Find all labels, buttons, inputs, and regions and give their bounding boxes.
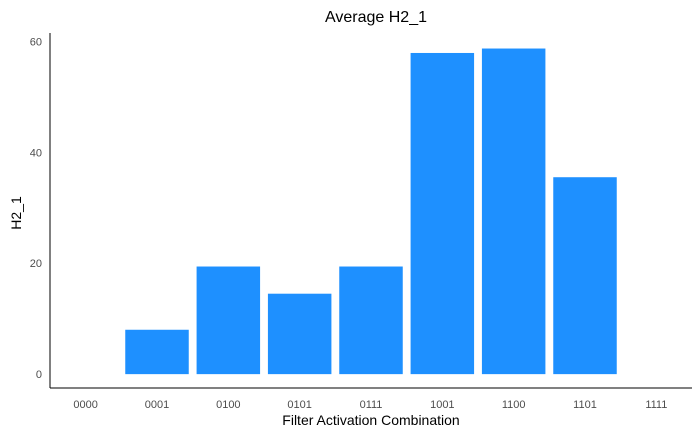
bar-0111 bbox=[339, 266, 403, 375]
x-tick-label: 1100 bbox=[502, 399, 526, 411]
y-axis-ticks: 0 20 40 60 bbox=[30, 36, 42, 381]
bar-1001 bbox=[410, 52, 475, 375]
y-tick-label: 0 bbox=[36, 369, 42, 381]
bar-0101 bbox=[267, 293, 332, 375]
y-tick-label: 40 bbox=[30, 147, 42, 159]
y-tick-label: 60 bbox=[30, 36, 42, 48]
y-axis-label: H2_1 bbox=[8, 196, 24, 230]
chart-title: Average H2_1 bbox=[325, 9, 427, 26]
bar-0001 bbox=[125, 329, 189, 375]
bar-1101 bbox=[553, 177, 617, 375]
x-tick-label: 0001 bbox=[145, 399, 169, 411]
bar-0100 bbox=[196, 266, 261, 375]
bar-1100 bbox=[481, 48, 546, 375]
x-tick-label: 0101 bbox=[287, 399, 311, 411]
x-tick-label: 1001 bbox=[430, 399, 454, 411]
x-tick-label: 1111 bbox=[645, 399, 667, 411]
x-tick-label: 1101 bbox=[573, 399, 597, 411]
x-axis-ticks: 0000 0001 0100 0101 0111 1001 1100 1101 1111 bbox=[73, 399, 667, 411]
x-tick-label: 0000 bbox=[73, 399, 97, 411]
x-tick-label: 0111 bbox=[360, 399, 383, 411]
x-tick-label: 0100 bbox=[216, 399, 240, 411]
bars-group bbox=[125, 48, 617, 375]
y-tick-label: 20 bbox=[30, 258, 42, 270]
x-axis-label: Filter Activation Combination bbox=[282, 412, 459, 428]
